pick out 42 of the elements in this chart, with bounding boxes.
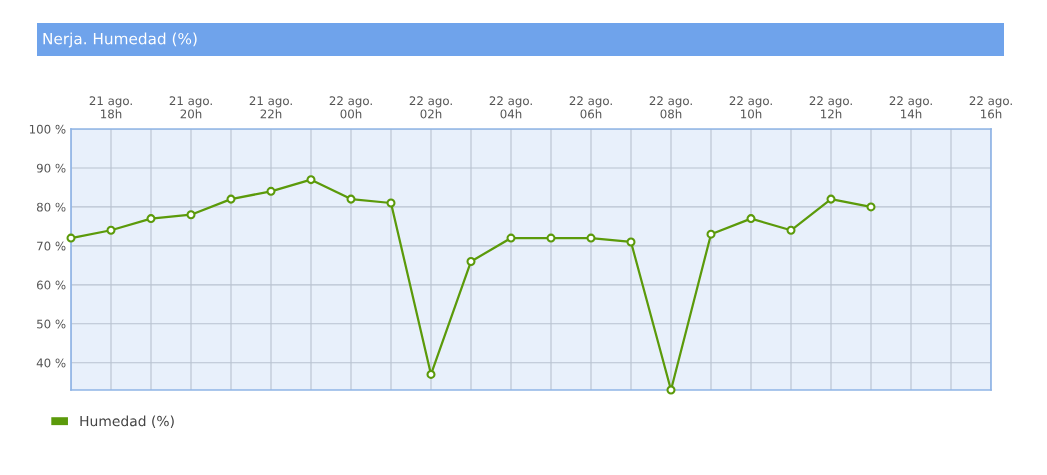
- x-tick-label: 22 ago. 02h: [409, 96, 452, 119]
- point: [106, 225, 116, 235]
- x-tick-label: 22 ago. 14h: [889, 96, 932, 119]
- point: [346, 194, 356, 204]
- point: [466, 256, 476, 266]
- point: [426, 369, 436, 379]
- point: [266, 186, 276, 196]
- point: [306, 175, 316, 185]
- y-tick-label: 40 %: [36, 358, 66, 368]
- point: [786, 225, 796, 235]
- x-tick-label: 21 ago. 18h: [89, 96, 132, 119]
- x-tick-label: 21 ago. 20h: [169, 96, 212, 119]
- x-tick-label: 22 ago. 08h: [649, 96, 692, 119]
- point: [746, 214, 756, 224]
- legend-label: Humedad (%): [80, 415, 174, 428]
- x-tick-label: 22 ago. 16h: [969, 96, 1012, 119]
- point: [706, 229, 716, 239]
- point: [186, 210, 196, 220]
- x-tick-label: 22 ago. 10h: [729, 96, 772, 119]
- x-tick-label: 22 ago. 12h: [809, 96, 852, 119]
- y-tick-label: 90 %: [36, 163, 66, 173]
- point: [226, 194, 236, 204]
- point: [586, 233, 596, 243]
- point: [626, 237, 636, 247]
- point: [386, 198, 396, 208]
- y-tick-label: 70 %: [37, 241, 66, 251]
- x-tick-label: 22 ago. 04h: [489, 96, 532, 119]
- point: [546, 233, 556, 243]
- point: [506, 233, 516, 243]
- point: [866, 202, 876, 212]
- x-tick-label: 22 ago. 06h: [569, 96, 612, 119]
- y-tick-label: 80 %: [36, 202, 66, 212]
- chart-title: Nerja. Humedad (%): [43, 32, 197, 48]
- point: [66, 233, 76, 243]
- x-tick-label: 22 ago. 00h: [329, 96, 372, 119]
- y-tick-label: 50 %: [37, 319, 66, 329]
- point: [146, 214, 156, 224]
- y-tick-label: 60 %: [36, 280, 66, 290]
- point: [826, 194, 836, 204]
- x-tick-label: 21 ago. 22h: [249, 96, 292, 119]
- point: [666, 385, 676, 395]
- y-tick-label: 100 %: [29, 124, 66, 134]
